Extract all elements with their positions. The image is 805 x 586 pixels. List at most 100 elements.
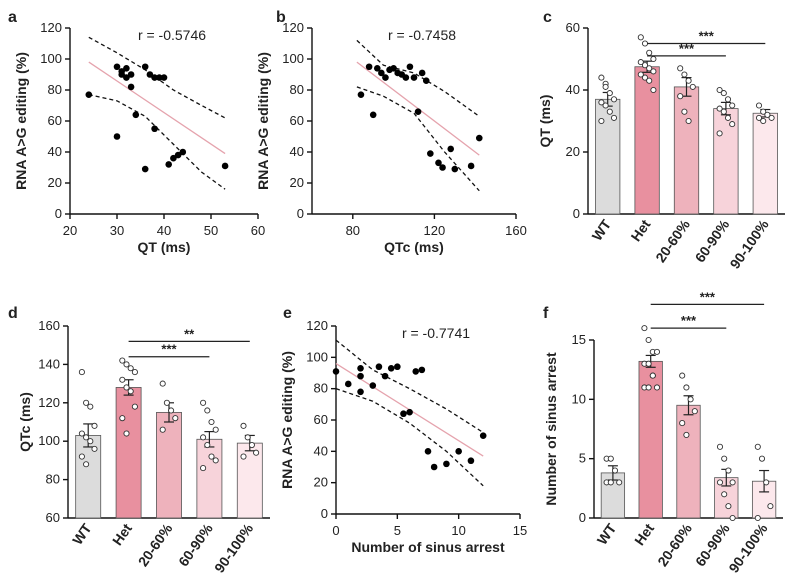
panel-f-dot [754,443,761,450]
panel-f-dot [687,396,694,403]
panel-c-dot [650,55,657,63]
panel-b-xtick-label: 120 [424,223,446,238]
panel-b-ytick-label: 120 [282,20,304,35]
panel-b-data-point [439,164,446,171]
panel-b-data-point [414,108,422,115]
panel-e-ytick-label: 60 [314,412,328,427]
panel-e-data-point [443,460,450,468]
panel-c-dot [760,117,767,125]
panel-d-dot [208,453,215,460]
panel-c-ytick-label: 0 [573,206,580,221]
panel-f-category-label: Het [631,520,657,548]
panel-e-data-point [479,432,487,439]
panel-b-ci-upper [356,39,480,117]
panel-c-ytick-label: 40 [566,82,580,97]
panel-c-sig-label: *** [679,41,695,56]
panel-f-category-label: 20-60% [654,520,695,569]
panel-e-data-point [332,368,340,375]
panel-d-category-label: 60-90% [175,520,216,569]
panel-b-ytick-label: 20 [290,175,304,190]
panel-d-dot [159,426,166,433]
panel-f-dot [641,325,648,332]
panel-d-ytick-label: 120 [38,395,60,410]
panel-d-dot [123,430,130,437]
panel-d-ylabel: QTc (ms) [17,392,33,452]
panel-d-label: d [8,305,18,322]
panel-a-ci-upper [88,36,226,119]
panel-a-data-point [160,74,168,81]
panel-f-dot [754,514,761,522]
panel-c-dot [720,108,727,115]
panel-b-data-point [451,165,459,173]
panel-a-data-point [113,63,121,71]
panel-c-category-label: 60-90% [692,216,733,265]
panel-a-data-point [123,74,130,81]
panel-d-bar-60-90% [196,438,223,519]
panel-d-dot [159,380,166,387]
panel-a-data-point [151,125,158,133]
panel-a-ytick-label: 20 [48,175,62,190]
panel-c-dot [606,108,613,115]
panel-d-dot [240,453,247,460]
panel-b-data-point [369,111,377,119]
panel-c-dot [755,102,763,109]
panel-e-ytick-label: 20 [314,475,328,490]
panel-e-ytick-label: 80 [314,381,328,396]
panel-d-category-label: WT [69,520,95,547]
panel-b-data-point [365,63,373,71]
panel-e-ytick-label: 40 [314,443,328,458]
panel-e-data-point [357,388,364,396]
panel-d-dot [204,441,211,449]
panel-d-dot [244,434,251,441]
panel-e-xtick-label: 10 [451,523,465,538]
panel-b-r-value: r = -0.7458 [388,27,456,43]
panel-d-dot [78,430,85,437]
panel-f-dot [729,514,736,522]
panel-b-label: b [276,9,286,26]
panel-e-data-point [400,410,407,418]
panel-c-sig-label: *** [699,29,715,44]
panel-e-xtick-label: 0 [332,523,339,538]
panel-f-dot [729,479,736,486]
panel-c-dot [602,83,609,90]
panel-f-dot [721,491,728,498]
panel-a-ytick-label: 80 [48,82,62,97]
panel-f-sig-label: *** [700,289,716,304]
panel-c-dot [729,121,736,128]
panel-c-dot [637,71,644,78]
panel-b-ytick-label: 40 [290,144,304,159]
panel-e-data-point [406,408,413,416]
panel-c-dot [685,77,692,84]
panel-f-dot [653,384,661,391]
panel-d-dot [91,422,98,429]
panel-e-data-point [375,363,383,371]
panel-c-dot [598,74,605,81]
panel-f-ytick-label: 15 [572,332,586,347]
panel-d-category-label: 20-60% [135,520,176,569]
panel-f-dot [767,503,774,510]
panel-e-ylabel: RNA A>G editing (%) [279,351,295,489]
panel-e-xtick-label: 5 [394,523,401,538]
panel-a-data-point [85,91,93,98]
panel-e-ci-lower [335,388,484,487]
panel-c-dot [760,108,767,115]
panel-d-dot [163,399,170,406]
panel-f-dot [611,467,619,474]
panel-d-dot [200,434,207,441]
panel-a-ci-lower [88,94,226,190]
panel-f-dot [683,384,690,391]
panel-e-data-point [430,463,438,471]
panel-e-data-point [344,380,352,388]
panel-c-dot [646,49,653,56]
panel-a-data-point [132,111,140,119]
panel-d-category-label: 90-100% [211,520,257,576]
panel-c-dot [716,130,723,137]
panel-b-xtick-label: 160 [505,223,527,238]
panel-a-xtick-label: 20 [63,223,77,238]
panel-c-dot [602,102,609,109]
panel-d-dot [127,365,134,372]
panel-d-dot [200,399,207,406]
panel-c-category-label: WT [589,216,615,243]
panel-c-ytick-label: 20 [566,144,580,159]
